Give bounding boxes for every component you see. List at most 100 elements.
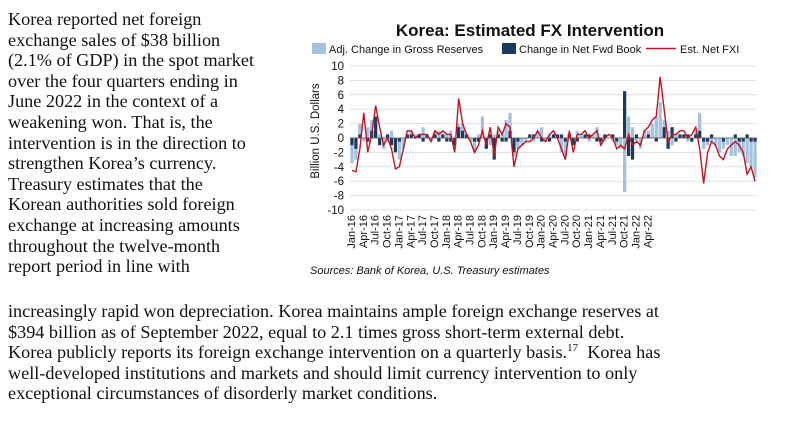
bar-net-fwd-book — [516, 138, 520, 142]
text-line: weakening won. That is, the — [8, 111, 213, 132]
bar-net-fwd-book — [662, 127, 666, 138]
chart-source-note: Sources: Bank of Korea, U.S. Treasury es… — [310, 265, 550, 277]
bar-net-fwd-book — [666, 138, 670, 149]
legend-label-gross: Adj. Change in Gross Reserves — [329, 44, 484, 56]
bar-net-fwd-book — [654, 138, 658, 142]
bar-gross-reserves — [670, 138, 674, 146]
bar-net-fwd-book — [421, 138, 425, 142]
bar-gross-reserves — [532, 138, 536, 142]
y-tick-label: 2 — [338, 119, 344, 131]
bar-gross-reserves — [433, 130, 437, 138]
x-tick-label: Jul-20 — [559, 215, 571, 245]
bar-net-fwd-book — [461, 130, 465, 138]
bar-gross-reserves — [559, 138, 564, 153]
x-tick-label: Jul-21 — [607, 215, 619, 245]
bar-gross-reserves — [741, 138, 745, 156]
bar-gross-reserves — [753, 138, 757, 178]
bar-net-fwd-book — [457, 127, 461, 138]
bar-gross-reserves — [488, 138, 492, 146]
x-tick-label: Apr-16 — [358, 215, 370, 248]
bar-gross-reserves — [508, 112, 512, 138]
bar-gross-reserves — [520, 138, 524, 146]
bar-net-fwd-book — [409, 134, 413, 138]
bar-gross-reserves — [630, 127, 635, 138]
bar-net-fwd-book — [698, 130, 702, 138]
bar-gross-reserves — [579, 134, 583, 138]
bar-gross-reserves — [702, 138, 706, 149]
bar-net-fwd-book — [551, 134, 556, 138]
bar-net-fwd-book — [702, 138, 706, 142]
bar-net-fwd-book — [559, 134, 564, 138]
bar-net-fwd-book — [741, 138, 745, 142]
bar-gross-reserves — [603, 138, 607, 142]
bar-gross-reserves — [713, 138, 718, 146]
bar-net-fwd-book — [366, 138, 370, 142]
bar-gross-reserves — [536, 130, 540, 138]
bar-gross-reserves — [666, 130, 670, 138]
bar-gross-reserves — [524, 138, 528, 142]
bar-net-fwd-book — [437, 138, 441, 142]
x-tick-label: Apr-20 — [548, 215, 560, 248]
bar-net-fwd-book — [709, 134, 714, 138]
bar-net-fwd-book — [374, 116, 378, 138]
x-tick-label: Oct-20 — [571, 215, 583, 248]
bar-gross-reserves — [350, 138, 354, 164]
bar-gross-reserves — [587, 138, 591, 142]
bar-gross-reserves — [358, 123, 362, 138]
bar-net-fwd-book — [397, 138, 402, 142]
y-tick-label: 6 — [338, 90, 344, 102]
bar-net-fwd-book — [496, 134, 500, 138]
text-line: over the four quarters ending in — [8, 70, 238, 91]
bar-gross-reserves — [623, 138, 627, 192]
text-line: exchange sales of $38 billion — [8, 29, 221, 50]
chart-title: Korea: Estimated FX Intervention — [396, 21, 664, 40]
bar-net-fwd-book — [354, 138, 358, 149]
text-segment: Korea publicly reports its foreign excha… — [8, 342, 568, 363]
text-line: well-developed institutions and markets … — [8, 362, 638, 383]
bar-net-fwd-book — [385, 134, 390, 138]
bar-gross-reserves — [717, 138, 722, 153]
bar-gross-reserves — [626, 116, 631, 138]
bar-net-fwd-book — [587, 134, 591, 138]
x-tick-label: Oct-18 — [476, 215, 488, 248]
bar-net-fwd-book — [583, 134, 587, 138]
x-tick-labels: Jan-16 Apr-16 Jul-16 Oct-16 Jan-17 Apr-17 Jul-… — [346, 215, 654, 249]
bar-net-fwd-book — [441, 134, 445, 138]
bar-gross-reserves — [492, 134, 496, 138]
bar-net-fwd-book — [690, 138, 694, 142]
bar-gross-reserves — [496, 130, 500, 138]
bar-gross-reserves — [504, 120, 508, 138]
x-tick-label: Jan-21 — [583, 215, 595, 249]
bar-gross-reserves — [516, 138, 520, 149]
text-line: Korea publicly reports its foreign excha… — [8, 342, 798, 363]
bar-gross-reserves — [445, 134, 449, 138]
bar-net-fwd-book — [630, 138, 635, 160]
legend-label-fwd: Change in Net Fwd Book — [519, 44, 642, 56]
body-paragraph-bottom: increasingly rapid won depreciation. Kor… — [8, 301, 798, 404]
text-line: intervention is in the direction to — [8, 132, 246, 153]
bar-gross-reserves — [547, 134, 552, 138]
bar-net-fwd-book — [476, 138, 481, 142]
bar-net-fwd-book — [595, 138, 599, 142]
x-tick-label: Apr-21 — [595, 215, 607, 248]
bar-gross-reserves — [480, 116, 484, 138]
bar-gross-reserves — [650, 123, 654, 138]
text-line: Korea reported net foreign — [8, 9, 202, 29]
bar-gross-reserves — [409, 130, 413, 138]
bar-gross-reserves — [634, 138, 639, 142]
bar-net-fwd-book — [449, 138, 453, 142]
bar-net-fwd-book — [721, 138, 726, 142]
x-tick-label: Jan-16 — [346, 215, 358, 249]
bar-gross-reserves — [370, 120, 374, 138]
y-tick-label: -8 — [334, 191, 344, 203]
x-tick-label: Jan-20 — [536, 215, 548, 249]
bar-net-fwd-book — [464, 134, 469, 138]
bar-gross-reserves — [591, 134, 595, 138]
bar-net-fwd-book — [674, 138, 678, 142]
y-tick-label: -4 — [334, 162, 345, 174]
bar-gross-reserves — [615, 138, 619, 146]
text-line: $394 billion as of September 2022, equal… — [8, 321, 625, 342]
bar-net-fwd-book — [694, 134, 698, 138]
x-tick-label: Jul-17 — [417, 215, 429, 245]
bar-net-fwd-book — [678, 134, 682, 138]
